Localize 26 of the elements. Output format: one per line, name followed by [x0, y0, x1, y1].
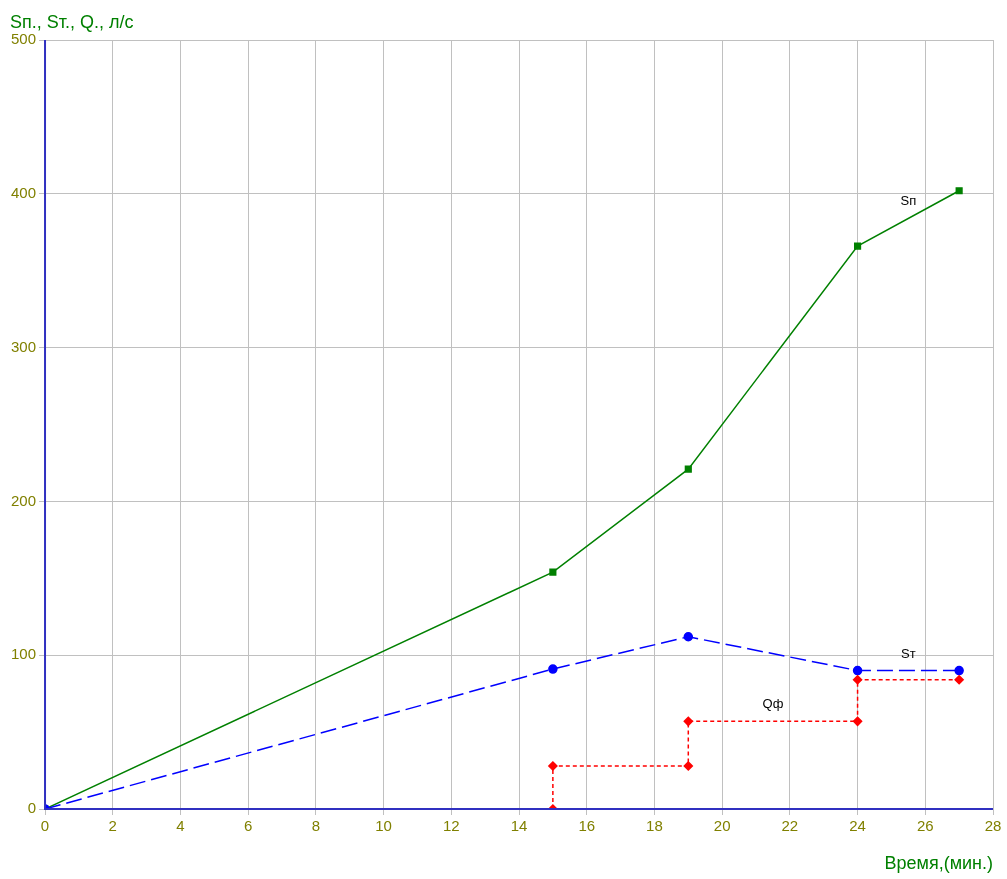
x-tick-label: 0 [40, 817, 50, 835]
y-tick-label: 0 [27, 799, 37, 817]
series-label: Sп [900, 193, 917, 209]
x-tick-label: 6 [243, 817, 253, 835]
x-tick-label: 16 [578, 817, 596, 835]
x-tick-label: 22 [781, 817, 799, 835]
x-axis-title: Время,(мин.) [884, 853, 993, 873]
x-tick-label: 14 [510, 817, 528, 835]
x-tick-label: 20 [713, 817, 731, 835]
y-tick-label: 500 [11, 30, 37, 48]
x-tick-label: 18 [646, 817, 663, 835]
x-tick-label: 12 [442, 817, 460, 835]
x-tick-label: 28 [984, 817, 1002, 835]
y-tick-label: 100 [11, 645, 37, 663]
x-tick-label: 2 [108, 817, 117, 835]
x-tick-label: 24 [849, 817, 866, 835]
x-tick-label: 8 [311, 817, 321, 835]
series-label: Qф [762, 696, 784, 712]
x-tick-label: 10 [375, 817, 392, 835]
y-axis-title: Sп., Sт., Q., л/с [10, 12, 134, 32]
x-tick-label: 26 [916, 817, 934, 835]
x-tick-label: 4 [176, 817, 185, 835]
y-tick-label: 300 [11, 337, 37, 355]
y-tick-label: 200 [11, 491, 37, 509]
series-label: Sт [901, 645, 916, 661]
y-tick-label: 400 [11, 183, 37, 201]
